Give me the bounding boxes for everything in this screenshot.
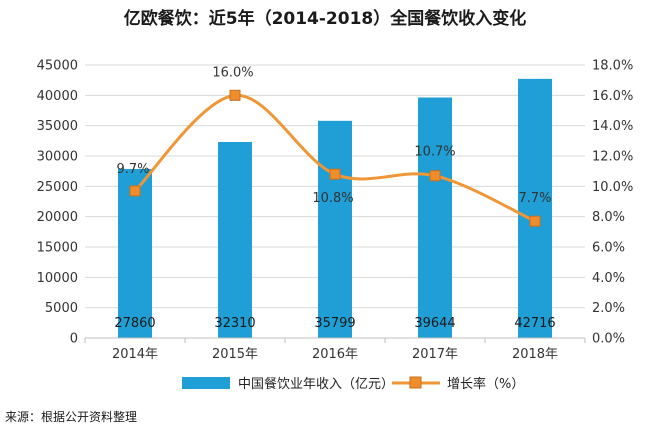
- x-tick-label: 2018年: [512, 347, 558, 362]
- y-left-tick-label: 25000: [37, 180, 78, 195]
- y-left-tick-label: 0: [70, 332, 78, 347]
- bar-series: 27860 32310 35799 39644 42716: [114, 78, 556, 339]
- right-axis-ticks: 0.0% 2.0% 4.0% 6.0% 8.0% 10.0% 12.0% 14.0% 16.0%…: [592, 59, 633, 347]
- rate-marker: [429, 170, 441, 182]
- y-left-tick-label: 35000: [37, 119, 78, 134]
- line-series: 9.7% 16.0% 10.8% 10.7% 7.7%: [116, 65, 552, 227]
- legend-bar-swatch: [182, 377, 230, 389]
- bar-value-label: 35799: [314, 316, 355, 331]
- y-right-tick-label: 10.0%: [592, 180, 633, 195]
- bar-value-label: 27860: [114, 316, 155, 331]
- y-left-tick-label: 15000: [37, 241, 78, 256]
- y-right-tick-label: 2.0%: [592, 301, 625, 316]
- bar-value-label: 39644: [414, 316, 455, 331]
- y-left-tick-label: 40000: [37, 89, 78, 104]
- rate-value-label: 10.7%: [414, 145, 455, 160]
- x-tick-label: 2017年: [412, 347, 458, 362]
- y-right-tick-label: 14.0%: [592, 119, 633, 134]
- legend-line-marker: [409, 376, 422, 389]
- rate-marker: [329, 168, 341, 180]
- bar: [418, 97, 452, 338]
- x-tick-label: 2014年: [112, 347, 158, 362]
- x-axis: 2014年 2015年 2016年 2017年 2018年: [84, 337, 586, 362]
- y-left-tick-label: 5000: [45, 301, 78, 316]
- rate-marker: [529, 215, 541, 227]
- rate-marker: [129, 185, 141, 197]
- rate-marker: [229, 89, 241, 101]
- rate-value-label: 7.7%: [518, 191, 551, 206]
- y-right-tick-label: 16.0%: [592, 89, 633, 104]
- x-tick-label: 2016年: [312, 347, 358, 362]
- bar-value-label: 32310: [214, 316, 255, 331]
- x-tick-label: 2015年: [212, 347, 258, 362]
- rate-value-label: 16.0%: [212, 65, 253, 80]
- bar: [518, 78, 552, 339]
- bar: [118, 168, 152, 338]
- y-right-tick-label: 6.0%: [592, 241, 625, 256]
- left-axis-ticks: 0 5000 10000 15000 20000 25000 30000 35000 40000…: [37, 59, 78, 347]
- bar: [318, 120, 352, 338]
- growth-rate-line: [133, 93, 536, 223]
- y-left-tick-label: 20000: [37, 210, 78, 225]
- bar: [218, 141, 252, 338]
- chart-title: 亿欧餐饮：近5年（2014-2018）全国餐饮收入变化: [124, 8, 527, 29]
- y-right-tick-label: 18.0%: [592, 59, 633, 74]
- y-left-tick-label: 10000: [37, 271, 78, 286]
- source-note: 来源：根据公开资料整理: [5, 409, 137, 424]
- legend: 中国餐饮业年收入（亿元） 增长率（%）: [182, 376, 524, 392]
- legend-bar-label: 中国餐饮业年收入（亿元）: [238, 376, 394, 392]
- y-right-tick-label: 8.0%: [592, 210, 625, 225]
- bar-value-label: 42716: [514, 316, 555, 331]
- legend-line-label: 增长率（%）: [447, 376, 524, 392]
- y-right-tick-label: 0.0%: [592, 332, 625, 347]
- y-left-tick-label: 45000: [37, 59, 78, 74]
- rate-value-label: 9.7%: [116, 162, 149, 177]
- y-right-tick-label: 12.0%: [592, 150, 633, 165]
- y-left-tick-label: 30000: [37, 150, 78, 165]
- rate-value-label: 10.8%: [312, 191, 353, 206]
- y-right-tick-label: 4.0%: [592, 271, 625, 286]
